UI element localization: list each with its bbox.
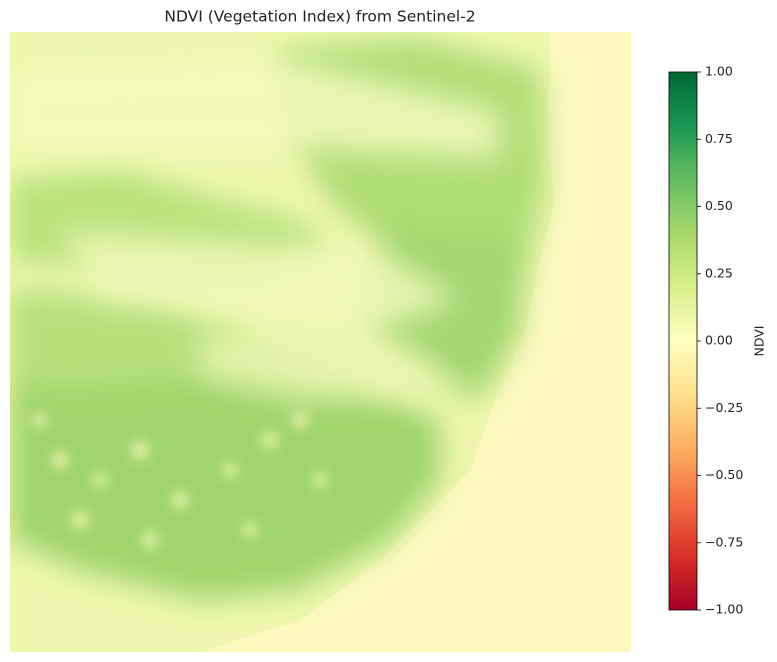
colorbar-tick-label: −0.75 [705,534,743,549]
colorbar-label: NDVI [752,326,767,357]
colorbar-tick-label: 0.25 [705,265,733,280]
ndvi-image [10,32,631,652]
colorbar [668,71,698,611]
colorbar-tick-label: 1.00 [705,64,733,79]
colorbar-tick-label: 0.00 [705,333,733,348]
colorbar-tick-label: 0.75 [705,131,733,146]
colorbar-tick-label: −0.25 [705,400,743,415]
colorbar-tick-label: 0.50 [705,198,733,213]
chart-title: NDVI (Vegetation Index) from Sentinel-2 [164,8,475,26]
colorbar-tick-label: −0.50 [705,467,743,482]
colorbar-tick-label: −1.00 [705,602,743,617]
